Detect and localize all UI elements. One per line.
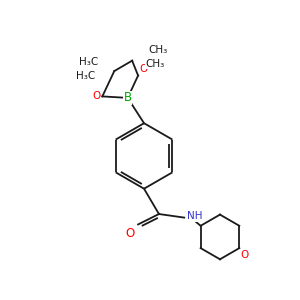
Text: O: O (93, 92, 101, 101)
Text: O: O (140, 64, 148, 74)
Text: CH₃: CH₃ (148, 45, 168, 55)
Text: O: O (241, 250, 249, 260)
Text: NH: NH (187, 211, 203, 221)
Text: B: B (124, 92, 132, 104)
Text: CH₃: CH₃ (146, 58, 165, 69)
Text: H₃C: H₃C (79, 57, 98, 67)
Text: H₃C: H₃C (76, 70, 95, 81)
Text: O: O (126, 227, 135, 240)
